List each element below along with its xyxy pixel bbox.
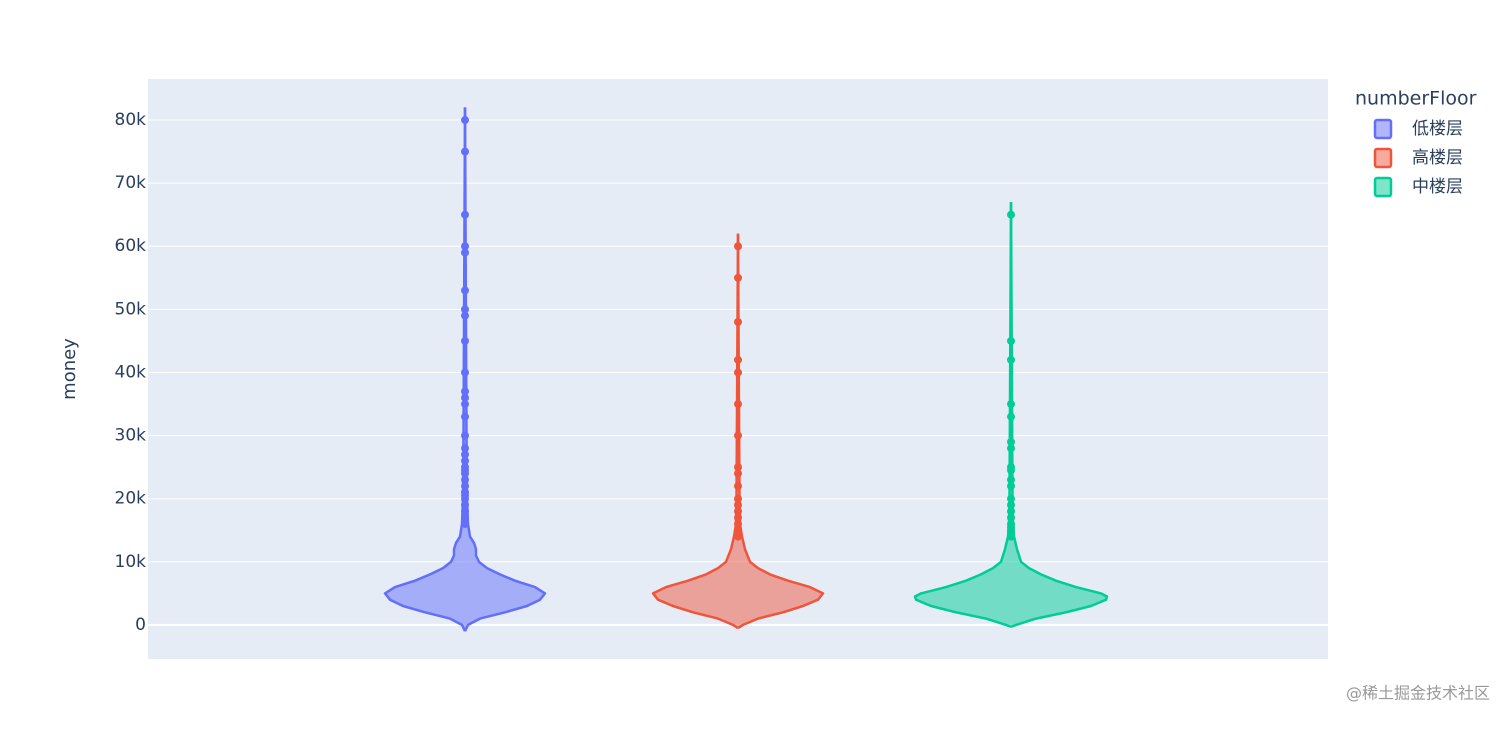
outlier-point (461, 412, 469, 421)
outlier-point (461, 482, 469, 491)
outlier-point (734, 242, 742, 251)
outlier-point (1007, 494, 1015, 503)
y-tick-label: 80k (115, 110, 147, 130)
outlier-point (461, 336, 469, 345)
outlier-point (734, 469, 742, 478)
outlier-point (734, 317, 742, 326)
y-tick-label: 40k (115, 362, 147, 382)
outlier-point (461, 311, 469, 320)
outlier-point (461, 368, 469, 377)
legend-label: 低楼层 (1412, 119, 1463, 139)
outlier-point (734, 501, 742, 510)
outlier-point (1007, 507, 1015, 516)
outlier-point (1007, 532, 1015, 541)
legend-title: numberFloor (1355, 88, 1477, 110)
watermark: @稀土掘金技术社区 (1346, 684, 1490, 703)
outlier-point (734, 507, 742, 516)
outlier-point (1007, 475, 1015, 484)
outlier-point (461, 305, 469, 314)
outlier-point (1007, 482, 1015, 491)
outlier-point (461, 400, 469, 409)
outlier-point (1007, 400, 1015, 409)
legend-swatch (1373, 147, 1393, 169)
outlier-point (734, 273, 742, 282)
outlier-point (461, 494, 469, 503)
outlier-point (734, 355, 742, 364)
outlier-point (1007, 437, 1015, 446)
outlier-point (461, 387, 469, 396)
outlier-point (734, 431, 742, 440)
outlier-point (461, 242, 469, 251)
outlier-point (1007, 210, 1015, 219)
outlier-point (461, 444, 469, 453)
outlier-point (1007, 466, 1015, 475)
outlier-point (461, 116, 469, 125)
outlier-point (461, 431, 469, 440)
y-tick-label: 30k (115, 426, 147, 446)
outlier-point (461, 475, 469, 484)
outlier-point (1007, 412, 1015, 421)
outlier-point (734, 463, 742, 472)
outlier-point (1007, 336, 1015, 345)
outlier-point (461, 519, 469, 528)
outlier-point (461, 507, 469, 516)
outlier-point (461, 248, 469, 257)
legend-swatch (1373, 118, 1393, 140)
outlier-point (461, 147, 469, 156)
outlier-point (734, 368, 742, 377)
y-tick-label: 20k (115, 489, 147, 509)
outlier-point (734, 482, 742, 491)
y-axis-title: money (59, 338, 80, 400)
y-tick-label: 60k (115, 236, 147, 256)
outlier-point (734, 400, 742, 409)
y-tick-label: 50k (115, 299, 147, 319)
outlier-point (461, 501, 469, 510)
outlier-point (1007, 355, 1015, 364)
legend-swatch (1373, 176, 1393, 198)
outlier-point (734, 494, 742, 503)
outlier-point (461, 286, 469, 295)
legend-label: 高楼层 (1412, 148, 1463, 168)
outlier-point (1007, 513, 1015, 522)
outlier-point (1007, 444, 1015, 453)
legend-label: 中楼层 (1412, 177, 1463, 197)
outlier-point (461, 210, 469, 219)
y-tick-label: 10k (115, 552, 147, 572)
outlier-point (734, 513, 742, 522)
y-tick-label: 70k (115, 173, 147, 193)
outlier-point (734, 532, 742, 541)
outlier-point (461, 393, 469, 402)
outlier-point (461, 469, 469, 478)
outlier-point (1007, 501, 1015, 510)
outlier-point (734, 519, 742, 528)
outlier-point (461, 450, 469, 459)
y-tick-label: 0 (135, 615, 146, 635)
outlier-point (461, 456, 469, 465)
outlier-point (461, 513, 469, 522)
